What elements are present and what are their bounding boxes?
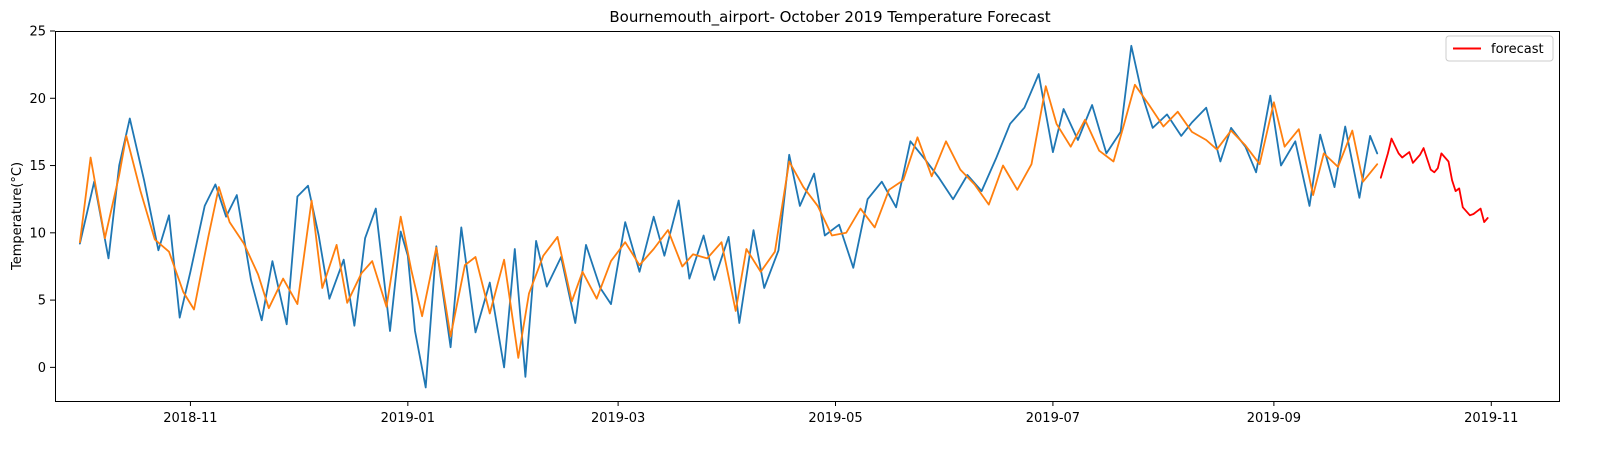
y-tick-label: 10 (29, 226, 46, 241)
x-axis: 2018-11 2019-01 2019-03 2019-05 2019-07 2019-… (163, 401, 1518, 426)
chart-title: Bournemouth_airport- October 2019 Temper… (609, 8, 1050, 27)
x-tick-label: 2018-11 (163, 411, 217, 426)
y-tick-label: 0 (38, 361, 46, 376)
forecast-series-line (1379, 137, 1489, 224)
y-tick-label: 20 (29, 92, 46, 107)
y-axis-title: Temperature(°C) (10, 162, 25, 271)
x-tick-label: 2019-03 (591, 411, 645, 426)
legend-forecast-label: forecast (1491, 42, 1544, 57)
fitted-series-line (79, 83, 1379, 359)
legend: forecast (1445, 35, 1554, 62)
legend-box (1445, 35, 1554, 62)
x-tick-label: 2019-09 (1247, 411, 1301, 426)
y-tick-label: 25 (29, 25, 46, 40)
x-tick-label: 2019-11 (1464, 411, 1518, 426)
x-tick-label: 2019-01 (381, 411, 435, 426)
y-tick-label: 15 (29, 159, 46, 174)
observed-series-line (79, 44, 1379, 389)
x-tick-label: 2019-05 (808, 411, 862, 426)
series-layer (79, 44, 1489, 389)
y-axis: 0 5 10 15 20 25 (29, 25, 55, 376)
y-tick-label: 5 (38, 294, 46, 309)
x-tick-label: 2019-07 (1026, 411, 1080, 426)
plot-frame (55, 31, 1560, 402)
